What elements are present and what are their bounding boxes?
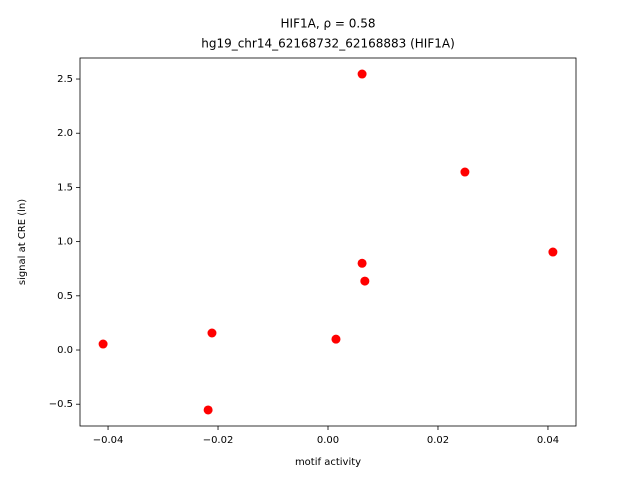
x-tick-label: 0.00 <box>317 435 339 446</box>
y-tick-label: 0.5 <box>57 291 73 302</box>
point <box>548 247 558 257</box>
chart-subtitle: hg19_chr14_62168732_62168883 (HIF1A) <box>201 37 455 51</box>
x-tick-label: 0.04 <box>537 435 559 446</box>
y-tick-label: −0.5 <box>49 399 73 410</box>
point <box>357 258 367 268</box>
point <box>357 69 367 79</box>
point <box>98 339 108 349</box>
y-tick-label: 0.0 <box>57 345 73 356</box>
point <box>203 405 213 415</box>
y-tick-label: 2.5 <box>57 74 73 85</box>
y-tick-label: 2.0 <box>57 128 73 139</box>
x-tick-label: 0.02 <box>427 435 449 446</box>
point <box>207 328 217 338</box>
y-tick-label: 1.5 <box>57 182 73 193</box>
chart-title: HIF1A, ρ = 0.58 <box>281 17 376 31</box>
y-axis-label: signal at CRE (ln) <box>17 199 28 285</box>
point <box>460 167 470 177</box>
y-tick-label: 1.0 <box>57 237 73 248</box>
point <box>331 334 341 344</box>
x-axis-label: motif activity <box>295 457 361 468</box>
x-tick-label: −0.04 <box>93 435 124 446</box>
plot-frame <box>79 57 577 427</box>
x-tick-label: −0.02 <box>203 435 234 446</box>
point <box>360 276 370 286</box>
